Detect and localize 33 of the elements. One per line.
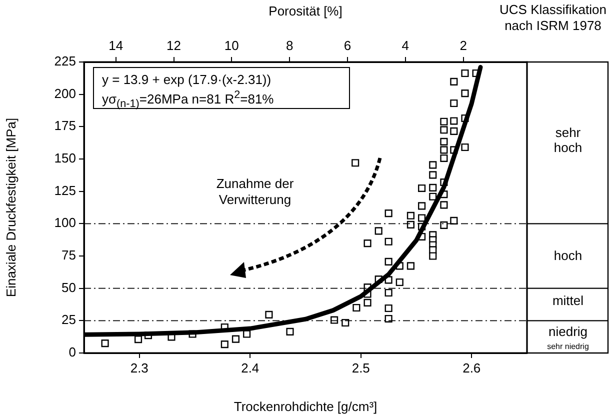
- annotation: yσ$_{(n-1)}$=26MPa n=81 R$^{2}$=81%: [102, 89, 274, 110]
- text: sehr niedrig: [546, 342, 590, 351]
- x2-tick-label: 10: [224, 38, 239, 53]
- x2-tick-label: 6: [344, 38, 352, 53]
- x2-tick-label: 12: [166, 38, 181, 53]
- x2-axis-title: Porosität [%]: [268, 3, 342, 18]
- y-tick-label: 0: [68, 344, 76, 360]
- x-axis-title: Trockenrohdichte [g/cm³]: [234, 398, 378, 414]
- annotation: Zunahme der Verwitterung: [215, 176, 295, 208]
- y-tick-label: 100: [54, 215, 76, 230]
- x-tick-label: 2.4: [241, 360, 260, 376]
- x-tick-label: 2.3: [130, 360, 148, 376]
- text: UCS Klassifikation nach ISRM 1978: [498, 2, 608, 34]
- text: sehr hoch: [552, 125, 584, 155]
- x2-tick-label: 2: [460, 38, 467, 53]
- x-tick-label: 2.6: [462, 360, 481, 376]
- x-tick-label: 2.5: [352, 360, 370, 376]
- x2-tick-label: 8: [286, 38, 294, 53]
- y-tick-label: 150: [54, 150, 76, 166]
- x2-tick-label: 14: [108, 38, 124, 53]
- y-tick-label: 200: [54, 86, 76, 101]
- y-axis-title: Einaxiale Druckfestigkeit [MPa]: [3, 118, 18, 298]
- text: niedrig: [547, 324, 589, 339]
- annotation: y = 13.9 + exp (17.9·(x-2.31)): [102, 72, 272, 87]
- y-tick-label: 50: [62, 280, 76, 295]
- y-tick-label: 225: [54, 54, 76, 69]
- y-tick-label: 75: [62, 248, 76, 263]
- text: hoch: [552, 248, 584, 263]
- text: mittel: [551, 293, 585, 308]
- x2-tick-label: 4: [402, 38, 410, 53]
- y-tick-label: 125: [54, 182, 76, 198]
- y-tick-label: 175: [54, 118, 76, 134]
- y-tick-label: 25: [62, 312, 76, 328]
